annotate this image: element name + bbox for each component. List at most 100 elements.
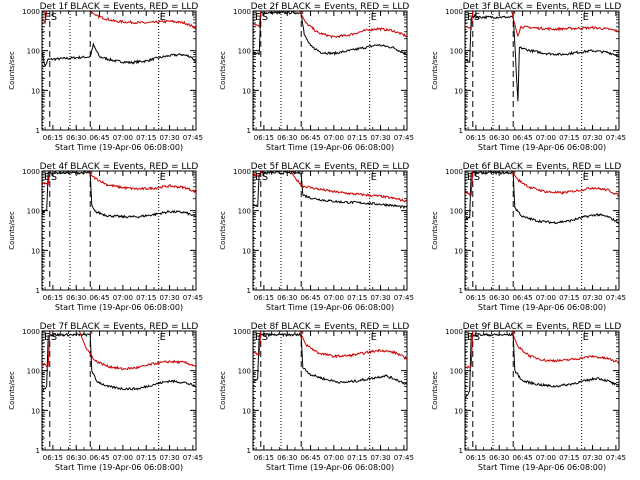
plot-frame	[41, 330, 197, 451]
y-tick-label: 1	[247, 447, 251, 455]
x-tick-label: 06:45	[300, 134, 320, 142]
y-tick-label: 1000	[22, 8, 40, 16]
x-axis-label: Start Time (19-Apr-06 06:08:00)	[55, 463, 183, 472]
x-tick-label: 07:15	[347, 134, 367, 142]
event-marker-label: E	[467, 332, 473, 343]
panel-title: Det 9f BLACK = Events, RED = LLD	[463, 322, 622, 332]
series-line-events	[464, 15, 620, 102]
x-tick-label: 07:00	[113, 454, 133, 462]
event-marker-label: E	[467, 12, 473, 23]
plot-frame	[464, 170, 620, 291]
detector-panel: Det 9f BLACK = Events, RED = LLD Counts/s…	[431, 322, 626, 472]
event-marker-label: E	[467, 172, 473, 183]
panel-title: Det 4f BLACK = Events, RED = LLD	[40, 162, 199, 172]
x-axis-label: Start Time (19-Apr-06 06:08:00)	[55, 303, 183, 312]
x-tick-label: 06:15	[43, 134, 63, 142]
event-marker-label: S	[474, 332, 480, 343]
series-line-lld	[41, 10, 197, 30]
x-tick-label: 07:30	[159, 294, 179, 302]
x-tick-label: 07:00	[324, 134, 344, 142]
detector-panel: Det 5f BLACK = Events, RED = LLD Counts/s…	[219, 162, 414, 312]
y-tick-label: 10	[242, 87, 251, 95]
y-tick-label: 10	[31, 247, 40, 255]
x-tick-label: 07:45	[606, 454, 626, 462]
panel-title: Det 6f BLACK = Events, RED = LLD	[463, 162, 622, 172]
detector-panel: Det 4f BLACK = Events, RED = LLD Counts/s…	[8, 162, 203, 312]
x-tick-label: 06:30	[66, 134, 86, 142]
x-tick-label: 07:45	[394, 134, 414, 142]
x-tick-label: 06:15	[254, 294, 274, 302]
x-tick-label: 06:30	[66, 454, 86, 462]
x-tick-label: 07:45	[183, 294, 203, 302]
x-tick-label: 06:45	[300, 294, 320, 302]
x-tick-label: 06:15	[466, 134, 486, 142]
event-marker-label: S	[51, 12, 57, 23]
x-tick-label: 06:15	[43, 454, 63, 462]
x-tick-label: 07:00	[536, 134, 556, 142]
panel-title: Det 7f BLACK = Events, RED = LLD	[40, 322, 199, 332]
x-tick-label: 07:15	[347, 454, 367, 462]
x-tick-label: 07:45	[606, 294, 626, 302]
y-tick-label: 10	[242, 407, 251, 415]
y-tick-label: 100	[450, 48, 463, 56]
event-marker-label: E	[255, 332, 261, 343]
y-axis-label: Counts/sec	[219, 51, 227, 90]
x-tick-label: 07:00	[536, 454, 556, 462]
detector-panel: Det 1f BLACK = Events, RED = LLD Counts/s…	[8, 2, 203, 152]
plot-frame	[464, 10, 620, 131]
x-tick-label: 07:00	[536, 294, 556, 302]
x-tick-label: 06:45	[512, 134, 532, 142]
x-tick-label: 07:45	[183, 454, 203, 462]
x-tick-label: 07:45	[394, 294, 414, 302]
detector-panel: Det 7f BLACK = Events, RED = LLD Counts/s…	[8, 322, 203, 472]
x-tick-label: 07:30	[159, 134, 179, 142]
x-tick-label: 06:30	[489, 134, 509, 142]
y-tick-label: 1	[247, 287, 251, 295]
detector-panel: Det 8f BLACK = Events, RED = LLD Counts/s…	[219, 322, 414, 472]
series-line-lld	[252, 170, 408, 203]
event-marker-label: E	[255, 12, 261, 23]
plot-frame	[41, 170, 197, 291]
y-axis-label: Counts/sec	[8, 51, 16, 90]
plot-frame	[252, 10, 408, 131]
x-tick-label: 06:30	[489, 454, 509, 462]
event-marker-label: E	[371, 12, 377, 23]
y-tick-label: 1	[36, 127, 40, 135]
series-line-lld	[464, 10, 620, 38]
series-line-events	[464, 170, 620, 225]
x-tick-label: 06:45	[89, 134, 109, 142]
event-marker-label: E	[583, 172, 589, 183]
event-marker-label: E	[371, 332, 377, 343]
panel-title: Det 3f BLACK = Events, RED = LLD	[463, 2, 622, 12]
y-tick-label: 1000	[233, 168, 251, 176]
event-marker-label: S	[262, 12, 268, 23]
y-tick-label: 10	[454, 407, 463, 415]
x-tick-label: 06:45	[512, 454, 532, 462]
y-tick-label: 1	[459, 447, 463, 455]
plot-frame	[41, 10, 197, 131]
x-tick-label: 06:15	[466, 454, 486, 462]
x-tick-label: 07:45	[183, 134, 203, 142]
series-line-events	[41, 332, 197, 393]
x-tick-label: 07:30	[370, 294, 390, 302]
y-tick-label: 1000	[233, 328, 251, 336]
y-tick-label: 100	[238, 208, 251, 216]
y-tick-label: 1	[36, 447, 40, 455]
y-tick-label: 10	[242, 247, 251, 255]
x-tick-label: 06:30	[277, 454, 297, 462]
y-tick-label: 100	[238, 48, 251, 56]
x-tick-label: 07:15	[559, 294, 579, 302]
x-tick-label: 07:15	[559, 134, 579, 142]
y-tick-label: 100	[450, 208, 463, 216]
series-line-lld	[464, 330, 620, 370]
plot-frame	[464, 330, 620, 451]
detector-panel: Det 3f BLACK = Events, RED = LLD Counts/s…	[431, 2, 626, 152]
plot-frame	[252, 330, 408, 451]
x-tick-label: 06:30	[489, 294, 509, 302]
x-tick-label: 07:15	[136, 454, 156, 462]
x-axis-label: Start Time (19-Apr-06 06:08:00)	[266, 463, 394, 472]
y-tick-label: 1000	[22, 328, 40, 336]
series-line-events	[252, 10, 408, 56]
series-line-events	[41, 170, 197, 219]
